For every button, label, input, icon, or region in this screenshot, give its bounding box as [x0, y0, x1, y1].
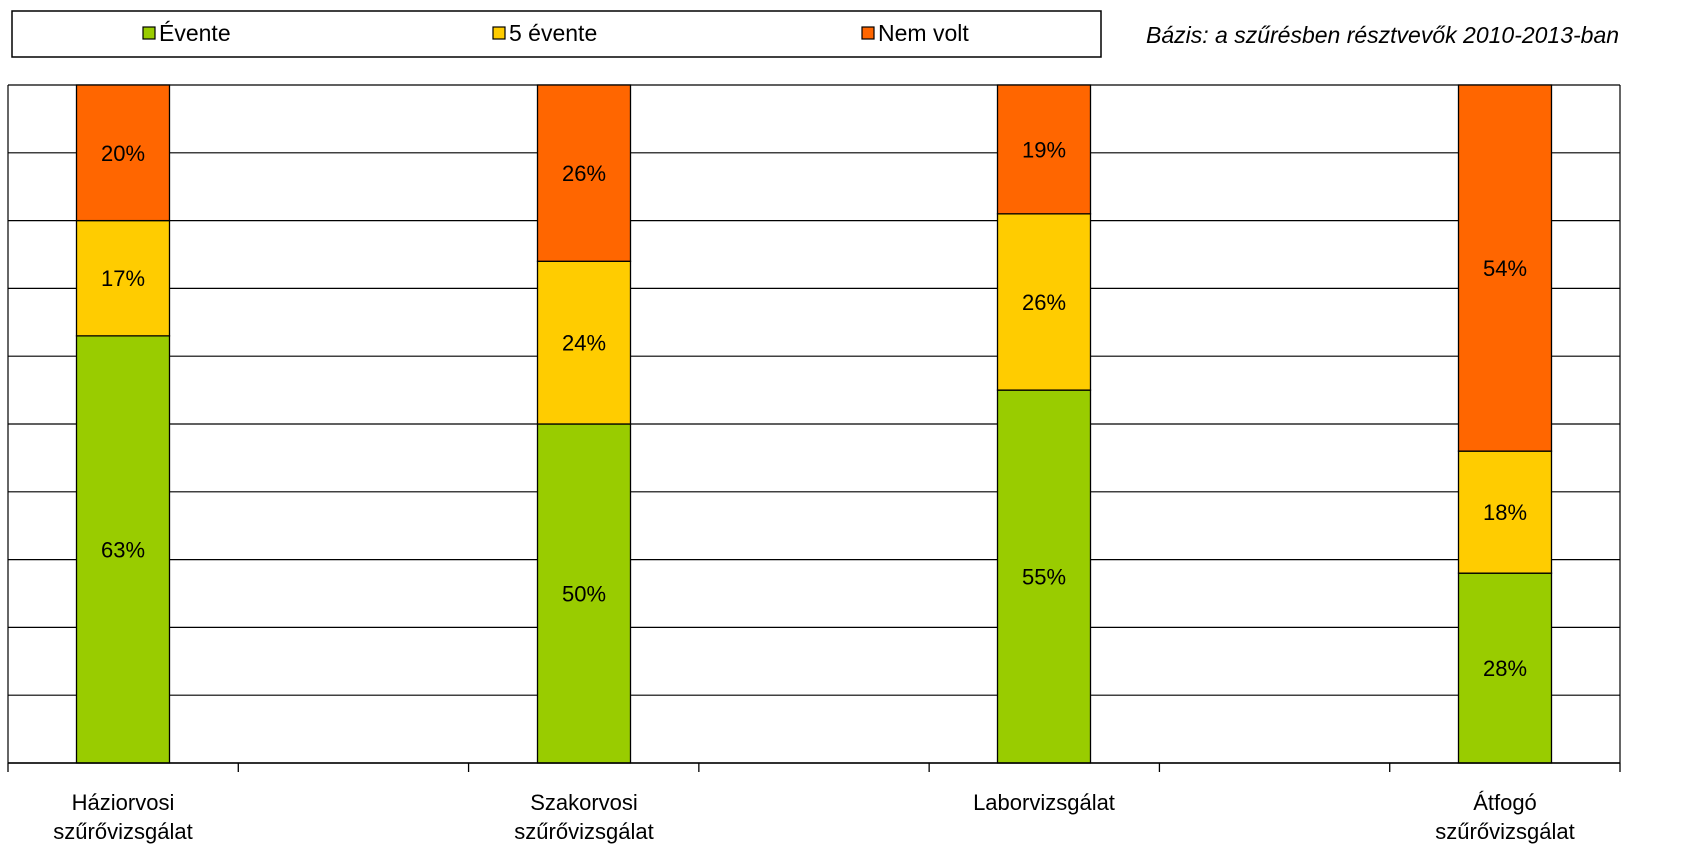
x-tick-label: Háziorvosi szűrővizsgálat	[53, 790, 192, 844]
bar-segment-nem-volt	[536, 84, 632, 262]
bar-segment-5-evente	[536, 260, 632, 425]
bar-segment-5-evente	[75, 219, 171, 337]
legend-label: 5 évente	[509, 20, 597, 46]
legend-item-nem-volt: Nem volt	[861, 20, 969, 46]
legend-label: Évente	[159, 20, 231, 46]
data-label-5-evente: 18%	[1483, 500, 1527, 525]
legend-swatch	[492, 26, 506, 40]
bar-segment-nem-volt	[996, 84, 1092, 215]
data-label-evente: 50%	[562, 582, 606, 607]
data-label-evente: 63%	[101, 537, 145, 562]
legend-item-5-evente: 5 évente	[492, 20, 597, 46]
x-tick-label: Laborvizsgálat	[973, 790, 1115, 815]
data-label-evente: 28%	[1483, 656, 1527, 681]
data-label-nem-volt: 19%	[1022, 137, 1066, 162]
basis-note: Bázis: a szűrésben résztvevők 2010-2013-…	[1146, 22, 1619, 48]
data-label-nem-volt: 54%	[1483, 256, 1527, 281]
x-tick-label: Átfogó szűrővizsgálat	[1435, 790, 1574, 844]
legend-swatch	[861, 26, 875, 40]
legend-label: Nem volt	[878, 20, 969, 46]
data-label-5-evente: 17%	[101, 266, 145, 291]
bar-segment-nem-volt	[1457, 84, 1553, 452]
data-label-nem-volt: 26%	[562, 161, 606, 186]
legend-swatch	[142, 26, 156, 40]
bar-segment-evente	[1457, 572, 1553, 764]
data-label-5-evente: 24%	[562, 331, 606, 356]
legend-frame	[11, 10, 1102, 58]
bar-segment-5-evente	[1457, 450, 1553, 574]
bar-segment-evente	[536, 423, 632, 764]
bar-segment-5-evente	[996, 213, 1092, 391]
data-label-evente: 55%	[1022, 565, 1066, 590]
legend: Évente 5 évente Nem volt	[11, 10, 1102, 58]
plot-area: 63% 17% 20% 50% 24% 26% 55% 26% 19% 28% 18% 54% Ház…	[7, 84, 1621, 844]
x-tick-label: Szakorvosi szűrővizsgálat	[514, 790, 653, 844]
data-label-5-evente: 26%	[1022, 290, 1066, 315]
bar-segment-nem-volt	[75, 84, 171, 222]
data-label-nem-volt: 20%	[101, 141, 145, 166]
legend-item-evente: Évente	[142, 20, 231, 46]
